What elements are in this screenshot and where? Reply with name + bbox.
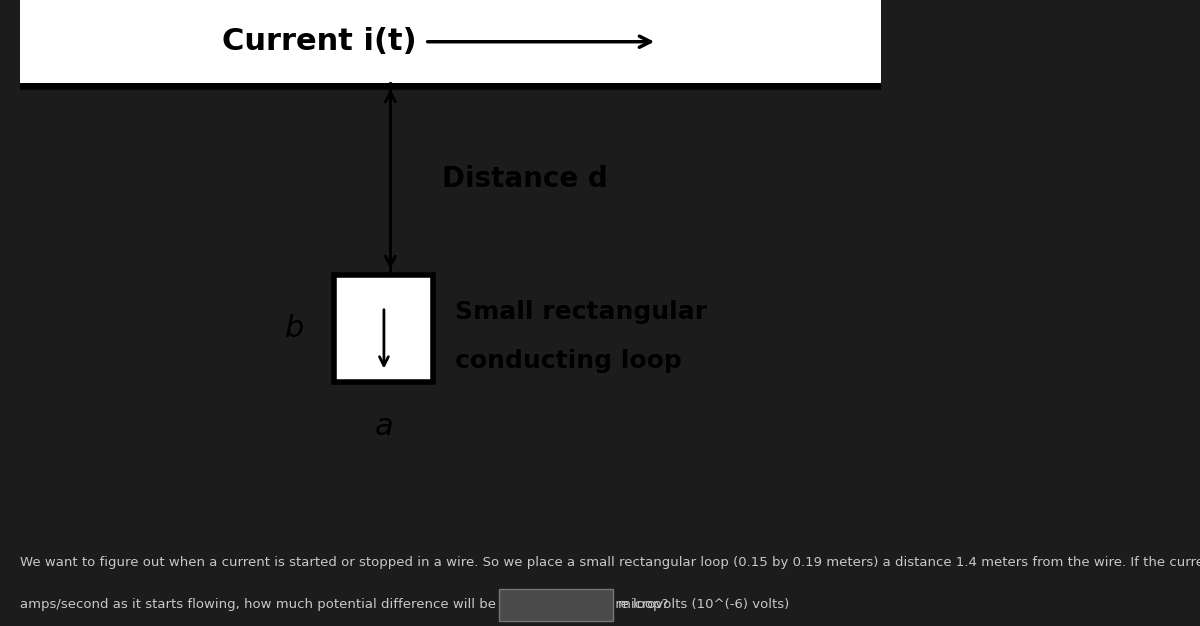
Text: Small rectangular: Small rectangular	[455, 300, 707, 324]
Bar	[20, 0, 881, 83]
Text: conducting loop: conducting loop	[455, 349, 682, 372]
Text: b: b	[284, 314, 305, 343]
Text: a: a	[374, 412, 394, 441]
Text: microvolts (10^(-6) volts): microvolts (10^(-6) volts)	[618, 598, 790, 610]
Bar	[499, 589, 613, 621]
Bar	[335, 275, 433, 382]
Text: amps/second as it starts flowing, how much potential difference will be induced : amps/second as it starts flowing, how mu…	[20, 598, 668, 610]
Text: Distance d: Distance d	[442, 165, 607, 193]
Text: Current i(t): Current i(t)	[222, 27, 416, 56]
Text: We want to figure out when a current is started or stopped in a wire. So we plac: We want to figure out when a current is …	[20, 557, 1200, 570]
